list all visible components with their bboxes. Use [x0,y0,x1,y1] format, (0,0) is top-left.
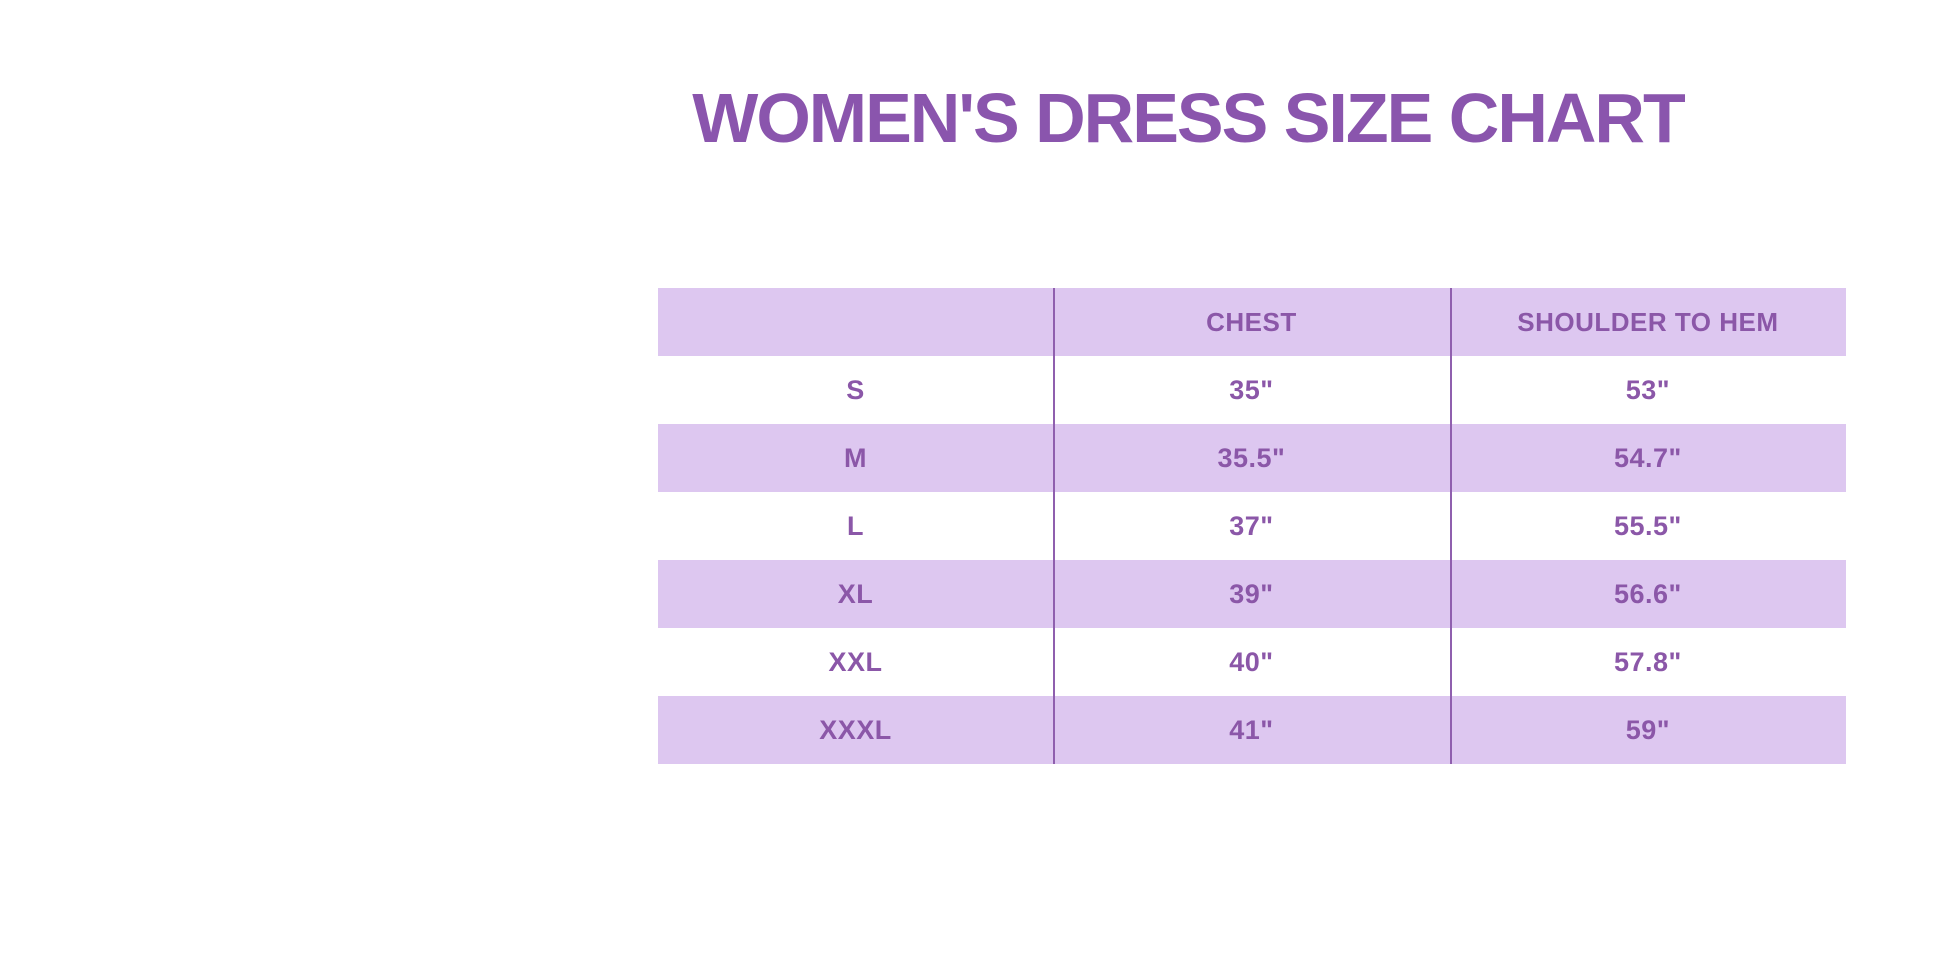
cell-chest: 37" [1229,510,1274,541]
table-header-row: CHEST SHOULDER TO HEM [658,288,1846,356]
cell-chest: 39" [1229,578,1274,609]
header-cell-shoulder-to-hem: SHOULDER TO HEM [1517,306,1779,337]
cell-shoulder-to-hem: 59" [1625,714,1671,745]
column-divider-1 [1053,288,1055,764]
cell-chest: 35" [1229,374,1274,405]
cell-shoulder-to-hem: 56.6" [1613,578,1682,609]
cell-chest: 41" [1229,714,1274,745]
cell-shoulder-to-hem: 54.7" [1613,442,1682,473]
cell-size: S [846,374,865,405]
table-row-xl: XL 39" 56.6" [658,560,1846,628]
cell-size: M [844,442,867,473]
cell-shoulder-to-hem: 57.8" [1613,646,1682,677]
size-chart-table: CHEST SHOULDER TO HEM S 35" 53" M 35.5" … [658,288,1846,764]
cell-chest: 40" [1229,646,1274,677]
table-row-m: M 35.5" 54.7" [658,424,1846,492]
column-divider-2 [1450,288,1452,764]
table-row-l: L 37" 55.5" [658,492,1846,560]
cell-shoulder-to-hem: 55.5" [1613,510,1682,541]
cell-size: XL [837,578,874,609]
table-row-xxxl: XXXL 41" 59" [658,696,1846,764]
cell-size: XXXL [819,714,892,745]
table-row-s: S 35" 53" [658,356,1846,424]
cell-shoulder-to-hem: 53" [1625,374,1671,405]
cell-size: XXL [828,646,883,677]
cell-size: L [847,510,864,541]
page-title: WOMEN'S DRESS SIZE CHART [692,79,1685,157]
cell-chest: 35.5" [1217,442,1286,473]
header-cell-chest: CHEST [1206,306,1297,337]
table-row-xxl: XXL 40" 57.8" [658,628,1846,696]
